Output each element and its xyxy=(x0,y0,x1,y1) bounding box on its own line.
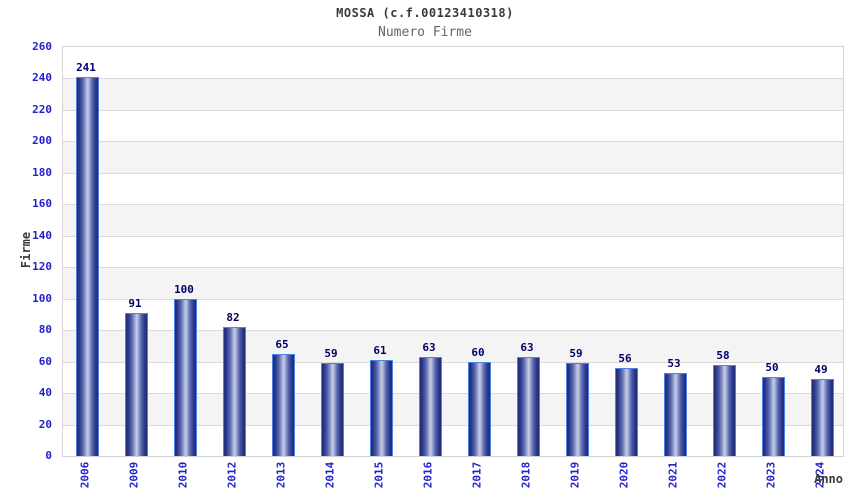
bar-value-label: 82 xyxy=(226,311,240,325)
x-tick-label: 2020 xyxy=(617,461,631,489)
x-tick-label: 2013 xyxy=(274,461,288,489)
bar-value-label: 65 xyxy=(275,337,289,351)
plot-band xyxy=(63,141,843,173)
gridline xyxy=(63,141,843,143)
bar-value-label: 58 xyxy=(716,348,730,362)
x-tick-label: 2014 xyxy=(323,461,337,489)
gridline xyxy=(63,172,843,174)
y-axis-tick-labels: 0 20 40 60 80 100 120 140 160 180 200 220 240 260 xyxy=(0,40,52,462)
y-tick-label: 120 xyxy=(32,260,52,274)
y-tick-label: 240 xyxy=(32,71,52,85)
bar-value-label: 49 xyxy=(814,362,828,376)
x-axis-label: Anno xyxy=(814,472,843,486)
x-tick-label: 2023 xyxy=(764,461,778,489)
y-tick-label: 20 xyxy=(38,417,52,431)
y-tick-label: 80 xyxy=(38,323,52,337)
y-tick-label: 140 xyxy=(32,228,52,242)
y-tick-label: 180 xyxy=(32,165,52,179)
y-tick-label: 100 xyxy=(32,291,52,305)
bar-2010 xyxy=(173,298,197,456)
x-tick-label: 2010 xyxy=(176,461,190,489)
bar-value-label: 63 xyxy=(422,340,436,354)
bar-2016 xyxy=(418,356,442,456)
plot-band xyxy=(63,109,843,142)
bar-value-label: 241 xyxy=(76,60,96,74)
plot-band xyxy=(63,235,843,268)
bar-2018 xyxy=(516,356,540,456)
bar-value-label: 61 xyxy=(373,344,387,358)
gridline xyxy=(63,330,843,332)
y-tick-label: 40 xyxy=(38,386,52,400)
plot-band xyxy=(63,172,843,205)
bar-value-label: 60 xyxy=(471,345,485,359)
gridline xyxy=(63,424,843,426)
bar-value-label: 59 xyxy=(569,347,583,361)
x-tick-label: 2019 xyxy=(568,461,582,489)
gridline xyxy=(63,204,843,206)
plot-band xyxy=(63,267,843,299)
gridline xyxy=(63,361,843,363)
bar-value-label: 50 xyxy=(765,361,779,375)
gridline xyxy=(63,109,843,111)
x-tick-label: 2015 xyxy=(372,461,386,489)
bar-2024 xyxy=(810,378,834,456)
gridline xyxy=(63,235,843,237)
plot-band xyxy=(63,204,843,236)
x-tick-label: 2016 xyxy=(421,461,435,489)
bar-2006 xyxy=(75,76,99,456)
gridline xyxy=(63,298,843,300)
bar-2014 xyxy=(320,363,344,456)
gridline xyxy=(63,393,843,395)
x-tick-label: 2021 xyxy=(666,461,680,489)
bar-2023 xyxy=(761,377,785,456)
x-tick-label: 2018 xyxy=(519,461,533,489)
x-tick-label: 2009 xyxy=(127,461,141,489)
gridline xyxy=(63,267,843,269)
bar-2022 xyxy=(712,364,736,456)
bar-value-label: 100 xyxy=(174,282,194,296)
plot-area: 241 91 100 82 65 59 61 63 60 63 59 56 53 58 50 49 xyxy=(62,46,844,457)
x-tick-label: 2022 xyxy=(715,461,729,489)
plot-band xyxy=(63,47,843,79)
bar-value-label: 53 xyxy=(667,356,681,370)
x-tick-label: 2006 xyxy=(78,461,92,489)
y-tick-label: 220 xyxy=(32,102,52,116)
bar-2019 xyxy=(565,363,589,456)
y-tick-label: 160 xyxy=(32,197,52,211)
bar-value-label: 91 xyxy=(128,296,142,310)
chart-subtitle: Numero Firme xyxy=(378,25,472,40)
bar-2021 xyxy=(663,372,687,456)
bar-2015 xyxy=(369,360,393,456)
bar-2009 xyxy=(124,312,148,456)
y-tick-label: 260 xyxy=(32,40,52,53)
bar-value-label: 63 xyxy=(520,340,534,354)
bar-2020 xyxy=(614,367,638,456)
bar-value-label: 59 xyxy=(324,347,338,361)
gridline xyxy=(63,78,843,80)
bar-2013 xyxy=(271,353,295,456)
x-tick-label: 2017 xyxy=(470,461,484,489)
x-axis-tick-labels: 2006 2009 2010 2012 2013 2014 2015 2016 2017 2018… xyxy=(62,456,842,500)
bar-value-label: 56 xyxy=(618,351,632,365)
x-tick-label: 2012 xyxy=(225,461,239,489)
y-tick-label: 60 xyxy=(38,354,52,368)
bar-2012 xyxy=(222,327,246,456)
bar-2017 xyxy=(467,361,491,456)
y-tick-label: 0 xyxy=(45,449,52,462)
y-tick-label: 200 xyxy=(32,134,52,148)
plot-band xyxy=(63,78,843,110)
chart-title: MOSSA (c.f.00123410318) xyxy=(336,6,514,20)
